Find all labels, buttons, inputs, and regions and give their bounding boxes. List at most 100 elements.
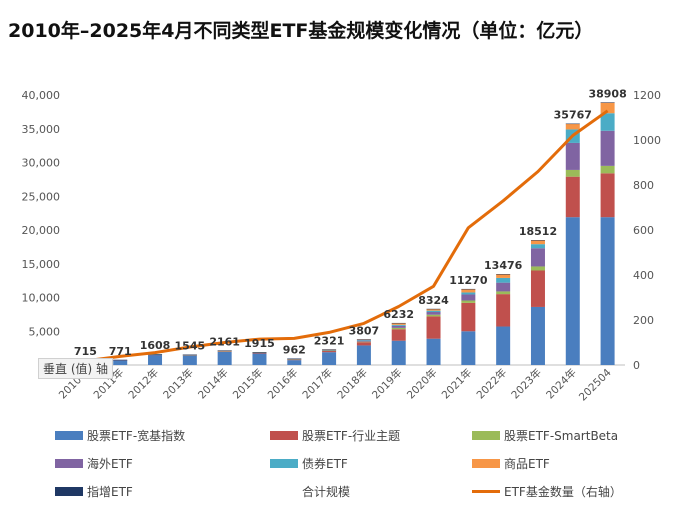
bar-segment-6	[496, 274, 511, 275]
legend-label: 债券ETF	[302, 457, 348, 471]
total-label: 1915	[244, 337, 275, 350]
bar-segment-0	[461, 331, 476, 365]
y2-tick-label: 1200	[633, 89, 661, 102]
category-label: 2023年	[509, 366, 545, 402]
bar-segment-6	[356, 339, 371, 340]
total-label: 2321	[314, 334, 345, 347]
bar-segment-1	[426, 316, 441, 339]
legend-swatch	[270, 431, 298, 440]
legend-swatch	[55, 487, 83, 496]
y2-tick-label: 400	[633, 269, 654, 282]
total-label: 2161	[209, 335, 240, 348]
bar-segment-0	[565, 217, 580, 365]
legend-item-0: 股票ETF-宽基指数	[55, 427, 185, 444]
chart-title: 2010年–2025年4月不同类型ETF基金规模变化情况（单位：亿元）	[8, 20, 594, 42]
y-tick-label: 30,000	[22, 157, 61, 170]
bar-segment-3	[530, 248, 545, 267]
bar-segment-3	[565, 142, 580, 170]
chart-legend: 股票ETF-宽基指数 股票ETF-行业主题 股票ETF-SmartBeta 海外ETF…	[55, 427, 675, 512]
bar-segment-6	[182, 354, 197, 356]
total-label: 771	[109, 345, 132, 358]
y-tick-label: 35,000	[22, 123, 61, 136]
bar-segment-4	[426, 310, 441, 313]
bar-segment-6	[600, 102, 615, 103]
bar-segment-1	[252, 352, 267, 354]
legend-swatch	[55, 431, 83, 440]
category-label: 2019年	[369, 366, 405, 402]
category-label: 2016年	[265, 366, 301, 402]
total-label: 38908	[588, 87, 626, 100]
bar-segment-4	[530, 244, 545, 249]
bar-segment-0	[322, 352, 337, 365]
bar-segment-1	[356, 342, 371, 346]
total-label: 18512	[519, 225, 557, 238]
bar-segment-3	[356, 340, 371, 342]
legend-label: 指增ETF	[87, 485, 133, 499]
bar-segment-2	[322, 350, 337, 352]
bar-segment-3	[461, 294, 476, 301]
total-label: 715	[74, 345, 97, 358]
bar-segment-2	[565, 169, 580, 177]
bar-segment-1	[322, 350, 337, 353]
total-label: 11270	[449, 274, 488, 287]
bar-segment-3	[426, 312, 441, 315]
bar-segment-2	[426, 314, 441, 317]
bar-segment-4	[496, 277, 511, 283]
legend-swatch	[55, 459, 83, 468]
bar-segment-6	[426, 308, 441, 310]
bar-segment-0	[182, 355, 197, 365]
bar-segment-6	[217, 350, 232, 351]
category-label: 2018年	[335, 366, 371, 402]
category-label: 2022年	[474, 366, 510, 402]
legend-swatch	[472, 490, 500, 493]
bar-segment-2	[461, 300, 476, 303]
bar-segment-6	[148, 354, 163, 355]
bar-segment-2	[252, 352, 267, 354]
legend-item-2: 股票ETF-SmartBeta	[472, 427, 618, 444]
bar-segment-2	[217, 350, 232, 352]
bar-segment-2	[600, 165, 615, 174]
legend-label: 海外ETF	[87, 457, 133, 471]
legend-item-6: 指增ETF	[55, 483, 133, 500]
y-tick-label: 25,000	[22, 190, 61, 203]
bar-segment-6	[287, 358, 302, 360]
y2-tick-label: 200	[633, 314, 654, 327]
category-label: 2013年	[160, 366, 196, 402]
bar-segment-1	[565, 176, 580, 218]
legend-label: 商品ETF	[504, 457, 550, 471]
bar-segment-3	[600, 130, 615, 166]
legend-item-1: 股票ETF-行业主题	[270, 427, 400, 444]
legend-label: 股票ETF-行业主题	[302, 429, 401, 443]
bar-segment-1	[496, 294, 511, 327]
bar-segment-5	[426, 308, 441, 311]
category-label: 202504	[577, 366, 614, 403]
bar-segment-3	[496, 282, 511, 292]
category-label: 2021年	[439, 366, 475, 402]
bar-segment-6	[252, 352, 267, 353]
y2-tick-label: 1000	[633, 134, 661, 147]
legend-label: 股票ETF-宽基指数	[87, 429, 186, 443]
total-label: 3807	[349, 324, 380, 337]
legend-label: 股票ETF-SmartBeta	[504, 429, 619, 443]
bar-segment-2	[391, 327, 406, 330]
bar-segment-0	[391, 340, 406, 365]
bar-segment-1	[530, 270, 545, 307]
bar-segment-0	[113, 360, 128, 365]
vertical-axis-tag[interactable]: 垂直 (值) 轴	[38, 358, 113, 379]
bar-segment-5	[600, 102, 615, 114]
y-tick-label: 10,000	[22, 292, 61, 305]
legend-swatch	[472, 459, 500, 468]
total-label: 1608	[140, 339, 171, 352]
total-label: 8324	[418, 294, 449, 307]
fund-count-line	[85, 109, 609, 363]
bar-segment-1	[391, 329, 406, 341]
bar-segment-4	[461, 292, 476, 295]
bar-segment-6	[322, 349, 337, 350]
legend-swatch	[270, 459, 298, 468]
total-label: 35767	[554, 109, 592, 122]
legend-item-total: 合计规模	[270, 483, 350, 500]
bar-segment-4	[356, 339, 371, 341]
bar-segment-2	[287, 359, 302, 360]
bar-segment-1	[461, 302, 476, 332]
